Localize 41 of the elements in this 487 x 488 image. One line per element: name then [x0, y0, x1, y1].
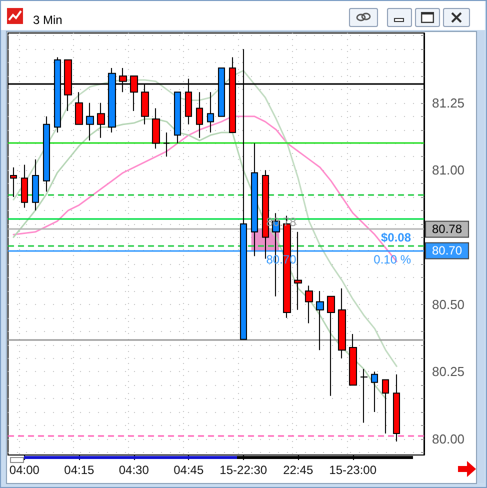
x-tick-label: 04:15 — [64, 463, 94, 477]
x-tick-label: 22:45 — [283, 463, 314, 477]
candlestick — [371, 371, 378, 412]
ref-line-label: 80.78 — [432, 222, 462, 236]
ref-line-label: 80.70 — [432, 244, 462, 258]
x-tick-label: 04:45 — [174, 463, 204, 477]
candlestick — [382, 379, 389, 434]
candlestick — [32, 158, 39, 211]
candlestick — [97, 102, 105, 138]
x-tick-label: 15-23:00 — [329, 463, 377, 477]
candlestick — [316, 290, 324, 351]
candlestick — [338, 288, 346, 359]
x-tick-label: 04:30 — [118, 463, 150, 477]
candlestick — [75, 92, 83, 125]
candlestick — [163, 132, 170, 158]
candlestick — [86, 102, 94, 142]
x-tick-label: 15-22:30 — [220, 463, 268, 477]
candlestick — [21, 164, 28, 208]
candlestick — [43, 116, 50, 192]
y-tick-label: 81.00 — [432, 162, 465, 178]
y-tick-label: 80.25 — [432, 364, 465, 380]
candlestick — [196, 92, 203, 138]
y-tick-label: 80.00 — [432, 431, 465, 446]
annotation: $0.08 — [380, 230, 412, 245]
candlestick — [251, 142, 258, 257]
annotation: 80.78 — [266, 215, 297, 230]
candlestick — [294, 231, 302, 310]
candlestick — [174, 92, 181, 144]
candlestick — [327, 296, 335, 396]
candlestick — [152, 108, 160, 150]
candlestick — [360, 368, 368, 424]
candlestick — [207, 92, 214, 133]
candlestick — [393, 374, 400, 442]
y-tick-label: 81.25 — [432, 95, 465, 110]
candlestick — [349, 334, 357, 386]
y-tick-label: 80.50 — [432, 296, 465, 312]
annotation: 0.10 % — [374, 252, 412, 267]
candlestick — [10, 166, 17, 198]
candlestick — [305, 285, 313, 324]
x-tick-label: 04:00 — [9, 463, 40, 477]
chart-title: 3 Min — [33, 13, 62, 27]
